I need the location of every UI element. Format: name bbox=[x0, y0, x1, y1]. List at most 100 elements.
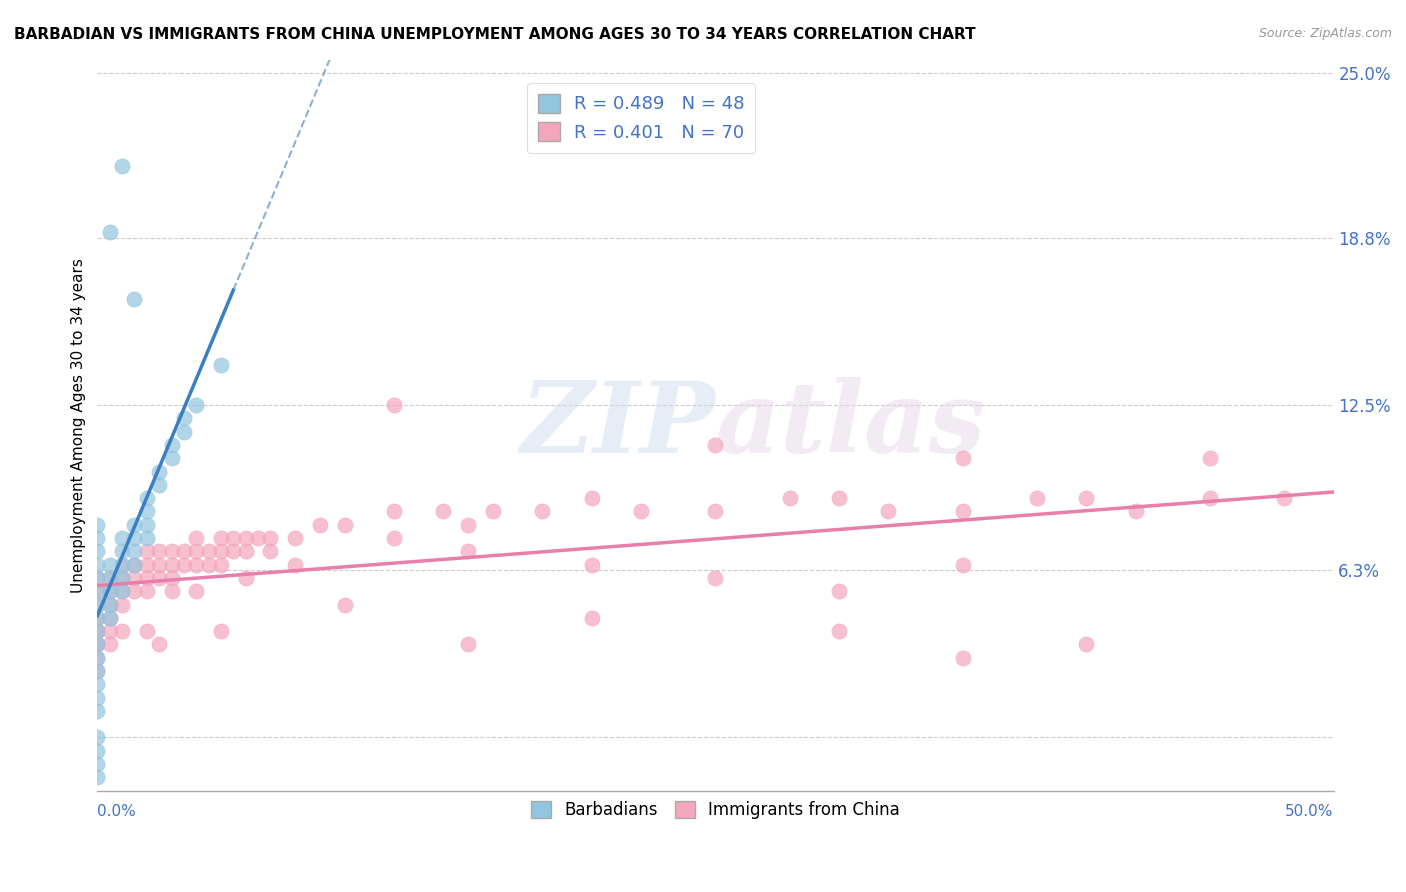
Point bbox=[86, 571, 108, 585]
Point bbox=[333, 598, 356, 612]
Point bbox=[160, 558, 183, 572]
Point bbox=[382, 398, 405, 412]
Y-axis label: Unemployment Among Ages 30 to 34 years: Unemployment Among Ages 30 to 34 years bbox=[72, 258, 86, 592]
Point bbox=[86, 690, 108, 705]
Point bbox=[247, 531, 270, 545]
Point bbox=[86, 637, 108, 651]
Point bbox=[98, 571, 121, 585]
Point bbox=[160, 451, 183, 466]
Point bbox=[98, 611, 121, 625]
Point bbox=[124, 558, 146, 572]
Point bbox=[135, 491, 157, 506]
Text: 0.0%: 0.0% bbox=[97, 804, 136, 819]
Point bbox=[828, 584, 851, 599]
Point bbox=[135, 504, 157, 518]
Point bbox=[222, 544, 245, 558]
Point bbox=[124, 292, 146, 306]
Point bbox=[86, 650, 108, 665]
Point bbox=[160, 571, 183, 585]
Point bbox=[111, 531, 134, 545]
Point bbox=[135, 558, 157, 572]
Point bbox=[284, 531, 307, 545]
Point bbox=[1076, 491, 1098, 506]
Point bbox=[111, 584, 134, 599]
Point bbox=[160, 584, 183, 599]
Point bbox=[1025, 491, 1047, 506]
Point bbox=[111, 558, 134, 572]
Point bbox=[457, 544, 479, 558]
Point bbox=[86, 637, 108, 651]
Point bbox=[952, 504, 974, 518]
Point bbox=[148, 571, 170, 585]
Point bbox=[98, 624, 121, 639]
Point bbox=[173, 411, 195, 425]
Point bbox=[86, 757, 108, 772]
Point bbox=[135, 624, 157, 639]
Point bbox=[186, 558, 208, 572]
Point bbox=[235, 531, 257, 545]
Point bbox=[86, 584, 108, 599]
Point bbox=[581, 558, 603, 572]
Point bbox=[135, 531, 157, 545]
Point bbox=[704, 504, 727, 518]
Point bbox=[828, 624, 851, 639]
Point bbox=[1199, 451, 1222, 466]
Point bbox=[111, 571, 134, 585]
Point bbox=[124, 584, 146, 599]
Point bbox=[209, 531, 232, 545]
Point bbox=[197, 544, 219, 558]
Point bbox=[952, 650, 974, 665]
Point bbox=[124, 544, 146, 558]
Point bbox=[86, 598, 108, 612]
Text: Source: ZipAtlas.com: Source: ZipAtlas.com bbox=[1258, 27, 1392, 40]
Text: ZIP: ZIP bbox=[520, 376, 716, 474]
Point bbox=[308, 517, 330, 532]
Point bbox=[382, 531, 405, 545]
Point bbox=[209, 558, 232, 572]
Point bbox=[160, 438, 183, 452]
Point bbox=[111, 558, 134, 572]
Point bbox=[186, 584, 208, 599]
Point bbox=[111, 544, 134, 558]
Point bbox=[86, 517, 108, 532]
Point bbox=[160, 544, 183, 558]
Point bbox=[124, 517, 146, 532]
Point bbox=[86, 544, 108, 558]
Text: 50.0%: 50.0% bbox=[1285, 804, 1333, 819]
Point bbox=[86, 571, 108, 585]
Point bbox=[86, 731, 108, 745]
Point bbox=[98, 598, 121, 612]
Point bbox=[86, 624, 108, 639]
Point bbox=[457, 637, 479, 651]
Point bbox=[86, 744, 108, 758]
Point bbox=[779, 491, 801, 506]
Point bbox=[111, 571, 134, 585]
Point bbox=[704, 438, 727, 452]
Point bbox=[877, 504, 900, 518]
Point bbox=[197, 558, 219, 572]
Point bbox=[259, 531, 281, 545]
Point bbox=[86, 624, 108, 639]
Point bbox=[86, 598, 108, 612]
Point bbox=[148, 544, 170, 558]
Point bbox=[98, 584, 121, 599]
Point bbox=[186, 544, 208, 558]
Point bbox=[86, 531, 108, 545]
Point bbox=[86, 770, 108, 784]
Point bbox=[531, 504, 554, 518]
Point bbox=[98, 226, 121, 240]
Point bbox=[135, 544, 157, 558]
Point bbox=[86, 704, 108, 718]
Point bbox=[148, 478, 170, 492]
Point bbox=[86, 584, 108, 599]
Point bbox=[98, 571, 121, 585]
Legend: Barbadians, Immigrants from China: Barbadians, Immigrants from China bbox=[524, 795, 907, 826]
Point bbox=[124, 558, 146, 572]
Point bbox=[235, 544, 257, 558]
Point bbox=[173, 544, 195, 558]
Text: BARBADIAN VS IMMIGRANTS FROM CHINA UNEMPLOYMENT AMONG AGES 30 TO 34 YEARS CORREL: BARBADIAN VS IMMIGRANTS FROM CHINA UNEMP… bbox=[14, 27, 976, 42]
Point bbox=[173, 425, 195, 439]
Point bbox=[952, 451, 974, 466]
Point bbox=[98, 584, 121, 599]
Point bbox=[135, 571, 157, 585]
